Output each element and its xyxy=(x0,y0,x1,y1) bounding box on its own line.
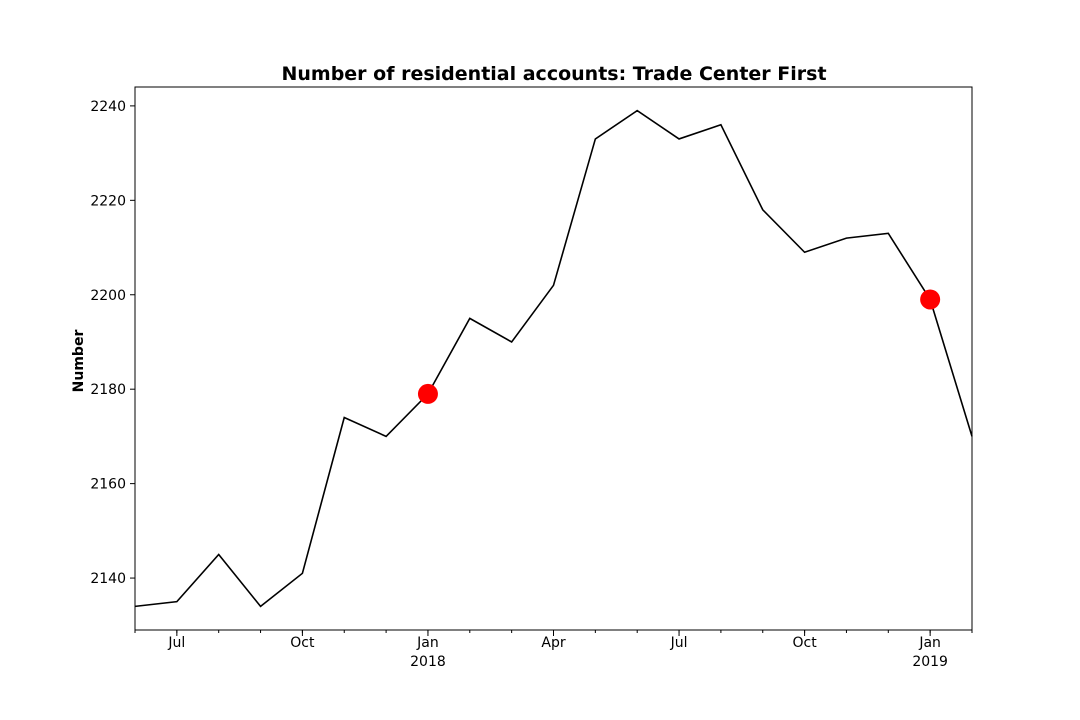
x-tick-year-label: 2019 xyxy=(912,654,948,670)
plot-frame xyxy=(134,86,973,631)
series-layer xyxy=(134,109,973,608)
highlight-point xyxy=(920,289,941,310)
x-tick-label: Jul xyxy=(167,635,185,651)
highlight-point xyxy=(417,383,438,404)
marker-layer xyxy=(417,289,941,404)
chart-title: Number of residential accounts: Trade Ce… xyxy=(281,63,826,85)
y-tick-label: 2240 xyxy=(90,99,126,115)
y-tick-label: 2140 xyxy=(90,571,126,587)
y-tick-label: 2200 xyxy=(90,288,126,304)
y-axis-label: Number xyxy=(71,330,87,393)
y-tick-label: 2180 xyxy=(90,382,126,398)
series-line xyxy=(134,109,973,608)
y-tick-label: 2220 xyxy=(90,193,126,209)
axes: 2140 2160 2180 2200 2220 2240 Jul Oct Jan 2018 Apr… xyxy=(90,99,973,670)
x-tick-label: Jul xyxy=(670,635,688,651)
x-tick-label: Oct xyxy=(792,635,817,651)
y-tick-label: 2160 xyxy=(90,477,126,493)
x-tick-year-label: 2018 xyxy=(410,654,446,670)
x-tick-label: Jan xyxy=(416,635,439,651)
x-tick-label: Jan xyxy=(918,635,941,651)
x-tick-label: Oct xyxy=(290,635,315,651)
x-tick-label: Apr xyxy=(541,635,565,651)
